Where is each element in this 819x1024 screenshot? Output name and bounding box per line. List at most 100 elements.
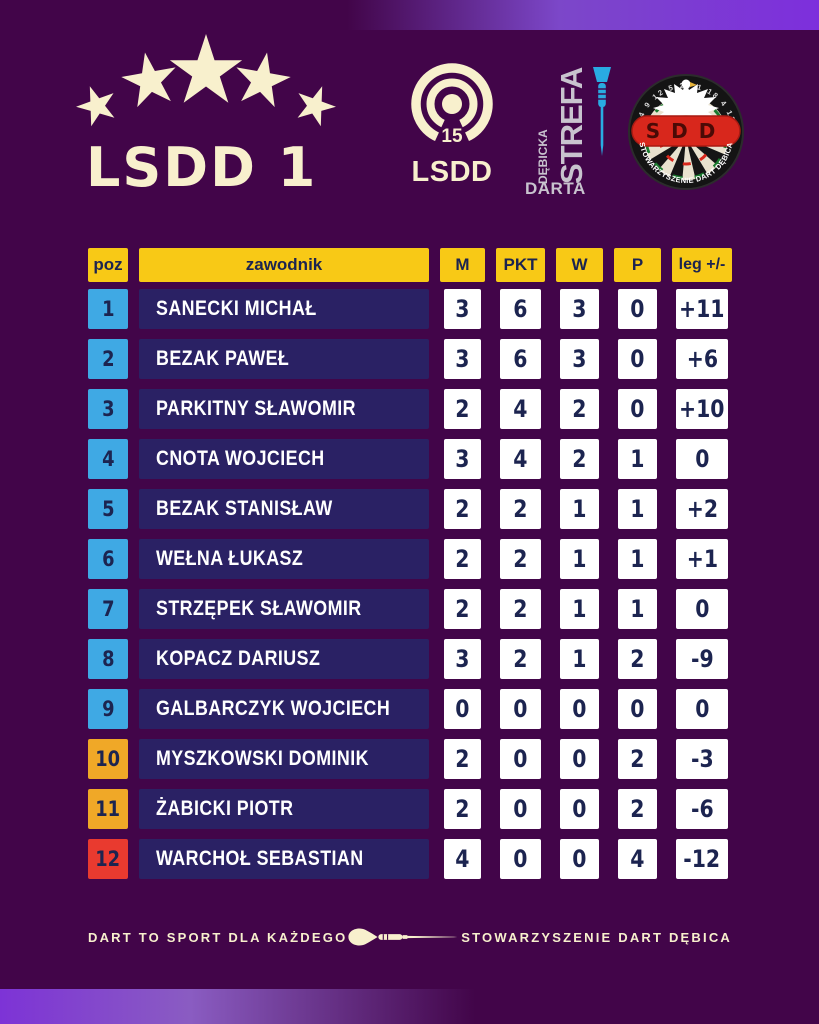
wins-value: 0: [572, 695, 587, 723]
wins-value: 0: [572, 845, 587, 873]
wins-cell: 2: [560, 389, 599, 429]
leg-diff-cell: 0: [676, 689, 728, 729]
matches-value: 3: [455, 645, 470, 673]
table-row: 8 KOPACZ DARIUSZ 3 2 1 2 -9: [88, 639, 732, 679]
target-bull-dot: [442, 94, 462, 114]
position-badge: 7: [88, 589, 128, 629]
losses-value: 1: [630, 495, 645, 523]
position-badge: 10: [88, 739, 128, 779]
leg-diff-value: +11: [679, 295, 725, 323]
leg-diff-value: -9: [690, 645, 714, 673]
leg-diff-value: 0: [694, 595, 710, 623]
leg-diff-cell: +6: [676, 339, 728, 379]
table-row: 1 SANECKI MICHAŁ 3 6 3 0 +11: [88, 289, 732, 329]
lsdd-edition-number: 15: [441, 126, 463, 147]
table-row: 4 CNOTA WOJCIECH 3 4 2 1 0: [88, 439, 732, 479]
position-number: 4: [101, 447, 115, 471]
bottom-gradient-band: [0, 989, 475, 1024]
leg-diff-cell: 0: [676, 439, 728, 479]
leg-diff-value: +10: [679, 395, 725, 423]
wins-value: 1: [572, 645, 587, 673]
points-value: 4: [513, 445, 528, 473]
star-cluster-icon: [76, 34, 336, 129]
position-number: 10: [95, 747, 121, 771]
column-header-w: W: [556, 248, 603, 282]
player-name: BEZAK PAWEŁ: [156, 347, 290, 370]
position-number: 2: [101, 347, 115, 371]
column-header-pkt: PKT: [496, 248, 545, 282]
matches-value: 0: [455, 695, 470, 723]
player-name-cell: BEZAK PAWEŁ: [139, 339, 429, 379]
position-badge: 4: [88, 439, 128, 479]
wins-value: 2: [572, 395, 587, 423]
matches-cell: 2: [444, 789, 481, 829]
matches-value: 2: [455, 545, 470, 573]
points-value: 2: [513, 545, 528, 573]
table-row: 12 WARCHOŁ SEBASTIAN 4 0 0 4 -12: [88, 839, 732, 879]
leg-diff-cell: +1: [676, 539, 728, 579]
matches-cell: 0: [444, 689, 481, 729]
losses-value: 1: [630, 545, 645, 573]
position-badge: 3: [88, 389, 128, 429]
darta-word: DARTA: [525, 179, 586, 196]
matches-cell: 4: [444, 839, 481, 879]
player-name: ŻABICKI PIOTR: [156, 797, 294, 820]
lsdd-label: LSDD: [412, 156, 493, 188]
top-gradient-band: [347, 0, 819, 30]
position-number: 6: [101, 547, 115, 571]
wins-value: 1: [572, 495, 587, 523]
player-name: MYSZKOWSKI DOMINIK: [156, 747, 369, 770]
column-header-leg: leg +/-: [672, 248, 732, 282]
losses-cell: 2: [618, 789, 657, 829]
wins-cell: 1: [560, 489, 599, 529]
points-value: 0: [513, 795, 528, 823]
footer-slogan: DART TO SPORT DLA KAŻDEGO: [88, 929, 348, 945]
wins-cell: 0: [560, 739, 599, 779]
losses-cell: 0: [618, 289, 657, 329]
matches-value: 2: [455, 745, 470, 773]
points-cell: 2: [500, 539, 541, 579]
wins-value: 0: [572, 745, 587, 773]
points-cell: 4: [500, 389, 541, 429]
points-value: 2: [513, 645, 528, 673]
wins-cell: 0: [560, 839, 599, 879]
eagle-icon: [653, 79, 719, 118]
player-name-cell: WEŁNA ŁUKASZ: [139, 539, 429, 579]
player-name: WEŁNA ŁUKASZ: [156, 547, 304, 570]
points-cell: 2: [500, 639, 541, 679]
target-gap-wedge: [430, 104, 474, 152]
losses-cell: 2: [618, 639, 657, 679]
wins-cell: 1: [560, 639, 599, 679]
leg-diff-value: -6: [690, 795, 714, 823]
matches-value: 3: [455, 345, 470, 373]
blue-dart-icon: [593, 67, 611, 156]
losses-value: 2: [630, 745, 645, 773]
leg-diff-cell: -9: [676, 639, 728, 679]
points-cell: 2: [500, 489, 541, 529]
leg-diff-value: -3: [690, 745, 714, 773]
wins-value: 3: [572, 295, 587, 323]
position-number: 8: [101, 647, 115, 671]
table-row: 10 MYSZKOWSKI DOMINIK 2 0 0 2 -3: [88, 739, 732, 779]
losses-value: 0: [630, 695, 645, 723]
leg-diff-cell: -6: [676, 789, 728, 829]
points-cell: 4: [500, 439, 541, 479]
sdd-abbr: SDD: [646, 119, 727, 143]
position-badge: 11: [88, 789, 128, 829]
losses-cell: 1: [618, 539, 657, 579]
table-row: 7 STRZĘPEK SŁAWOMIR 2 2 1 1 0: [88, 589, 732, 629]
wins-value: 2: [572, 445, 587, 473]
points-value: 0: [513, 845, 528, 873]
losses-value: 2: [630, 645, 645, 673]
sdd-club-logo: 14 9 12 5 20 1 18 4 13 SDD STOWARZYSZENI…: [628, 74, 744, 190]
leg-diff-cell: +10: [676, 389, 728, 429]
matches-cell: 2: [444, 389, 481, 429]
position-number: 9: [101, 697, 115, 721]
column-header-m: M: [440, 248, 485, 282]
points-value: 0: [513, 695, 528, 723]
losses-value: 0: [630, 345, 645, 373]
matches-value: 2: [455, 395, 470, 423]
leg-diff-cell: +2: [676, 489, 728, 529]
matches-value: 3: [455, 445, 470, 473]
